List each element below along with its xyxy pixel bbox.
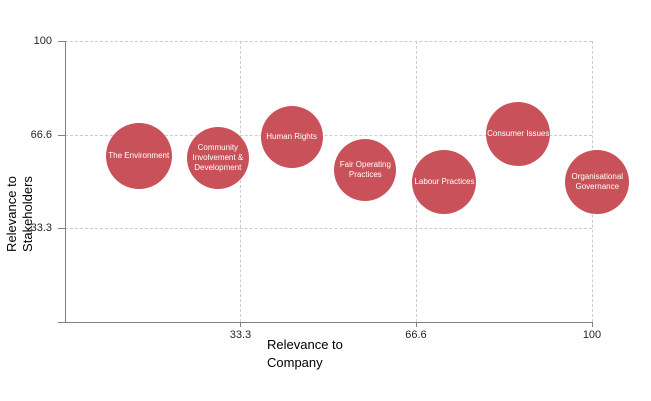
y-tick-label: 33.3 — [30, 222, 52, 235]
bubble-community-involvement-development[interactable]: Community Involvement & Development — [186, 126, 249, 189]
bubble-label: Organisational Governance — [571, 171, 624, 191]
bubble-label: Fair Operating Practices — [339, 160, 391, 180]
bubble-label: The Environment — [108, 151, 170, 161]
x-axis-tick — [592, 322, 593, 327]
y-axis-tick — [58, 228, 65, 230]
y-axis-tick — [58, 134, 65, 136]
gridline-horizontal — [65, 228, 592, 230]
bubble-labour-practices[interactable]: Labour Practices — [412, 149, 477, 214]
bubble-label: Labour Practices — [414, 176, 475, 186]
y-axis-title: Relevance to Stakeholders — [4, 176, 35, 252]
y-tick-label: 100 — [33, 35, 52, 47]
bubble-organisational-governance[interactable]: Organisational Governance — [565, 149, 630, 214]
bubble-label: Community Involvement & Development — [192, 142, 244, 172]
bubble-fair-operating-practices[interactable]: Fair Operating Practices — [334, 139, 397, 202]
gridline-horizontal — [65, 41, 592, 42]
x-axis-tick — [415, 322, 417, 327]
x-axis-title: Relevance to Company — [267, 337, 343, 370]
y-axis-line — [65, 41, 66, 322]
bubble-consumer-issues[interactable]: Consumer Issues — [486, 101, 551, 166]
gridline-horizontal — [65, 134, 592, 136]
bubble-label: Consumer Issues — [487, 128, 550, 138]
y-tick-label: 66.6 — [30, 128, 52, 141]
x-axis-tick — [240, 322, 242, 327]
bubble-the-environment[interactable]: The Environment — [105, 123, 172, 190]
x-tick-label: 33.3 — [229, 329, 252, 341]
bubble-label: Human Rights — [266, 131, 317, 141]
y-axis-tick — [58, 41, 65, 42]
x-axis-line — [58, 322, 592, 323]
bubble-human-rights[interactable]: Human Rights — [260, 105, 323, 168]
x-tick-label: 66.6 — [405, 329, 427, 341]
gridline-vertical — [240, 41, 242, 322]
x-tick-label: 100 — [582, 329, 602, 341]
